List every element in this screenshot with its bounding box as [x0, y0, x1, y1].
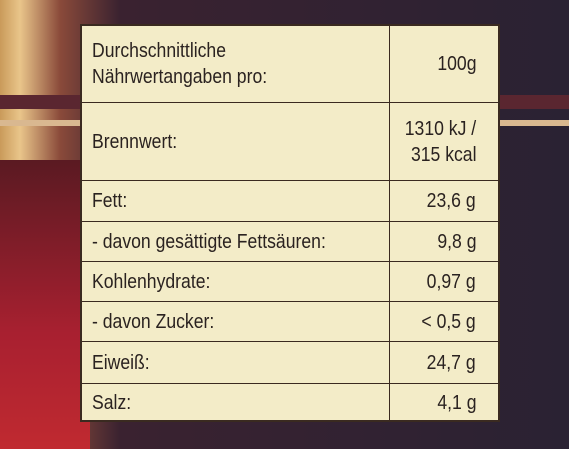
header-value: 100g	[389, 26, 498, 102]
table-row: Fett: 23,6 g	[82, 180, 498, 221]
text: - davon Zucker:	[92, 310, 215, 333]
row-label: Eiweiß:	[92, 342, 158, 383]
row-label: - davon Zucker:	[92, 302, 231, 341]
header-label: Durchschnittliche Nährwertangaben pro:	[92, 26, 291, 102]
text: 4,1 g	[436, 392, 476, 414]
text: Brennwert:	[92, 130, 178, 153]
row-label: Brennwert:	[92, 103, 189, 180]
text: Eiweiß:	[92, 351, 150, 374]
text: 0,97 g	[427, 270, 476, 293]
background-red	[0, 160, 90, 449]
text: 23,6 g	[427, 190, 476, 212]
row-label: Kohlenhydrate:	[92, 262, 227, 301]
text: Kohlenhydrate:	[92, 270, 211, 293]
row-value: 0,97 g	[389, 262, 498, 301]
text: - davon gesättigte Fettsäuren:	[92, 230, 326, 253]
table-row: - davon gesättigte Fettsäuren: 9,8 g	[82, 221, 498, 261]
text: 24,7 g	[427, 351, 476, 374]
text: Nährwertangaben pro:	[92, 66, 268, 88]
header-row: Durchschnittliche Nährwertangaben pro: 1…	[82, 26, 498, 102]
table-row: Brennwert: 1310 kJ / 315 kcal	[82, 102, 498, 180]
row-value: 1310 kJ / 315 kcal	[389, 103, 498, 180]
row-value: < 0,5 g	[389, 302, 498, 341]
row-value: 9,8 g	[389, 222, 498, 261]
row-label: Fett:	[92, 181, 132, 221]
text: Fett:	[92, 190, 128, 212]
table-row: Kohlenhydrate: 0,97 g	[82, 261, 498, 301]
table-row: Salz: 4,1 g	[82, 383, 498, 422]
text: 9,8 g	[436, 230, 476, 253]
text: Durchschnittliche	[92, 40, 227, 62]
row-value: 24,7 g	[389, 342, 498, 383]
nutrition-table: Durchschnittliche Nährwertangaben pro: 1…	[80, 24, 500, 422]
row-value: 23,6 g	[389, 181, 498, 221]
text: 315 kcal	[410, 143, 476, 166]
row-label: Salz:	[92, 384, 136, 422]
text: 100g	[436, 53, 476, 75]
table-row: - davon Zucker: < 0,5 g	[82, 301, 498, 341]
text: Salz:	[92, 392, 132, 414]
table-row: Eiweiß: 24,7 g	[82, 341, 498, 383]
text: < 0,5 g	[421, 310, 476, 333]
text: 1310 kJ /	[404, 117, 476, 140]
row-value: 4,1 g	[389, 384, 498, 422]
row-label: - davon gesättigte Fettsäuren:	[92, 222, 358, 261]
